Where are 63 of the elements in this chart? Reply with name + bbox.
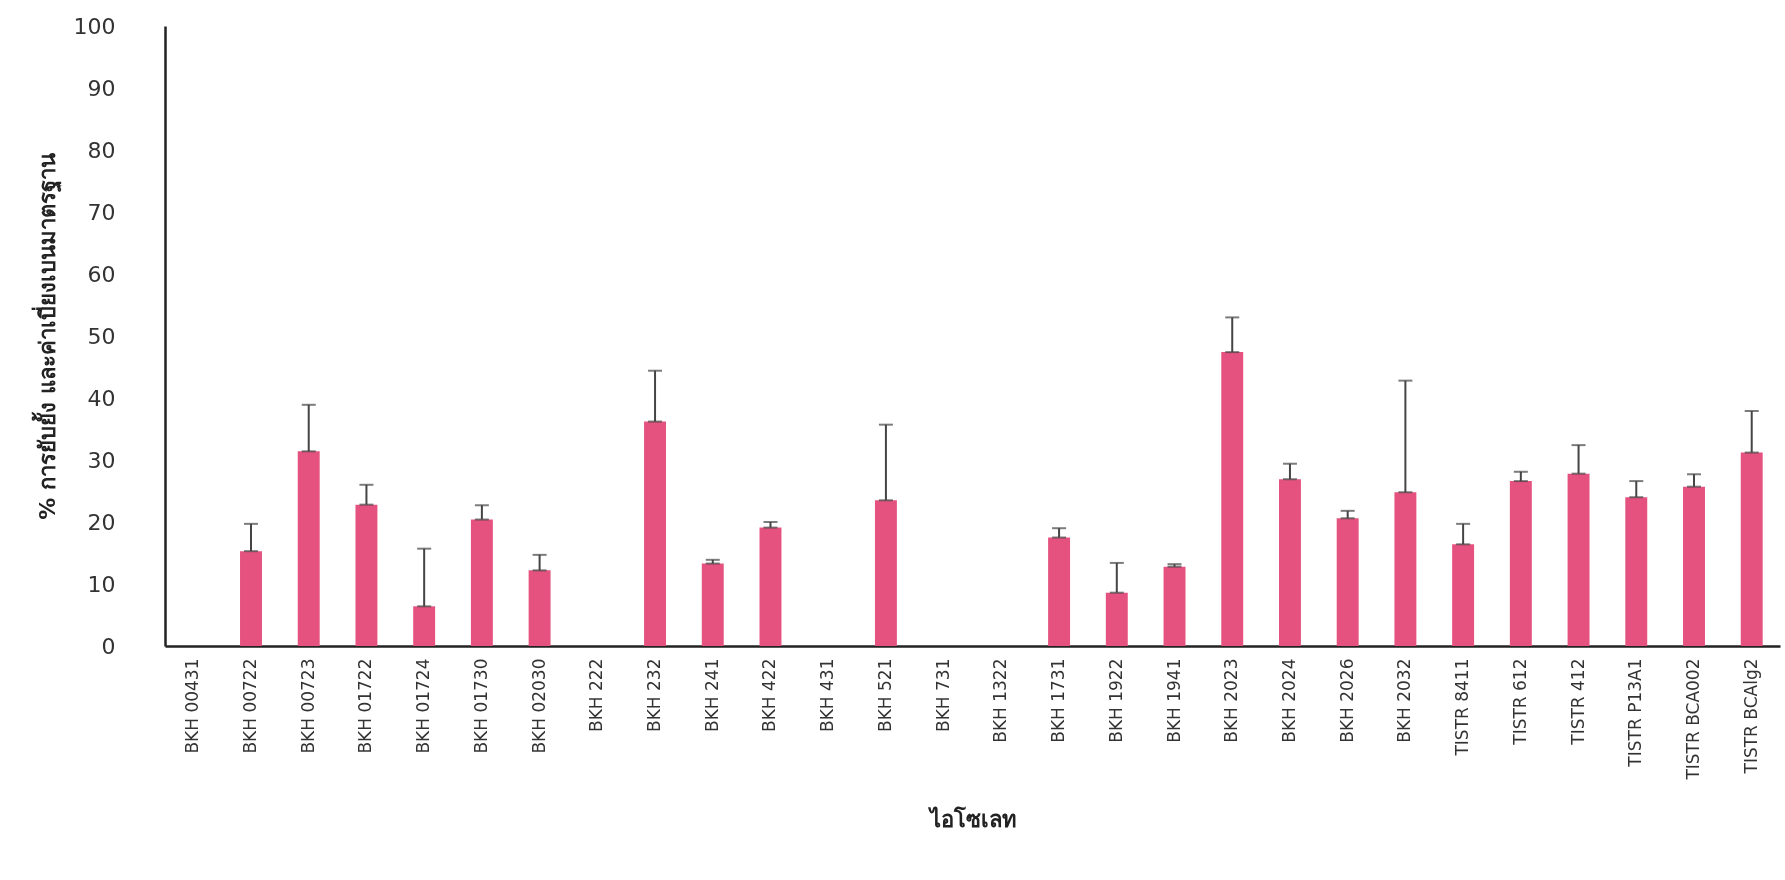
y-tick-label: 60 [87, 261, 116, 287]
x-tick-label: BKH 422 [759, 658, 780, 732]
y-tick-label: 30 [87, 447, 116, 473]
x-tick-label: TISTR BCA002 [1683, 658, 1703, 781]
x-tick-label: TISTR 412 [1567, 658, 1588, 746]
x-tick-label: BKH 2032 [1394, 658, 1415, 743]
x-tick-label: BKH 1322 [990, 658, 1011, 743]
x-tick-label: BKH 222 [586, 658, 607, 732]
x-tick-label: BKH 232 [644, 658, 665, 732]
bar [240, 551, 262, 646]
x-axis-title: ไอโซเลท [927, 805, 1017, 832]
bar [1336, 518, 1359, 646]
y-tick-label: 40 [87, 385, 116, 411]
bar [1048, 537, 1071, 646]
bar [1278, 479, 1301, 646]
y-tick-label: 70 [87, 199, 116, 225]
bar [1105, 592, 1128, 646]
x-tick-label: BKH 241 [701, 658, 722, 732]
x-tick-label: TISTR BCAlg2 [1740, 658, 1761, 775]
bar [1625, 497, 1648, 646]
bar [1452, 544, 1475, 646]
bar [759, 527, 782, 646]
bar [1163, 566, 1186, 646]
x-tick-label: BKH 00431 [182, 658, 203, 754]
bar [1221, 352, 1244, 646]
x-tick-label: TISTR 612 [1509, 658, 1530, 746]
bar [528, 570, 551, 646]
x-tick-label: BKH 2024 [1278, 658, 1299, 743]
bar [1567, 473, 1590, 646]
bar [355, 504, 378, 646]
x-tick-label: BKH 731 [932, 658, 953, 732]
bar [1509, 481, 1532, 646]
y-tick-label: 50 [87, 323, 116, 349]
bar [470, 519, 493, 646]
x-tick-label: BKH 2026 [1336, 658, 1357, 743]
y-tick-label: 20 [87, 509, 116, 535]
x-tick-label: TISTR P13A1 [1625, 658, 1646, 768]
y-tick-label: 0 [101, 633, 116, 659]
x-tick-label: BKH 01730 [470, 658, 491, 754]
bar [874, 500, 897, 646]
x-tick-label: BKH 01722 [355, 658, 376, 754]
y-tick-label: 10 [87, 571, 116, 597]
x-tick-label: BKH 431 [817, 658, 838, 732]
x-tick-label: BKH 02030 [528, 658, 549, 754]
y-tick-label: 90 [87, 75, 116, 101]
bar [1394, 492, 1417, 646]
x-tick-label: BKH 521 [874, 658, 895, 732]
x-tick-label: BKH 1731 [1048, 658, 1069, 743]
bar [297, 451, 320, 646]
x-tick-label: BKH 1941 [1163, 658, 1184, 743]
bar [413, 606, 436, 646]
bar [1683, 486, 1705, 646]
x-tick-label: BKH 2023 [1221, 658, 1242, 743]
x-tick-label: BKH 00723 [297, 658, 318, 754]
x-tick-label: BKH 01724 [413, 658, 434, 754]
x-tick-label: BKH 00722 [240, 658, 260, 754]
bar [1740, 452, 1763, 646]
y-axis-title: % การยับยั้ง และค่าเบี่ยงเบนมาตรฐาน [30, 153, 62, 520]
y-tick-label: 100 [73, 13, 116, 39]
x-tick-label: TISTR 8411 [1452, 658, 1473, 757]
y-tick-label: 80 [87, 137, 116, 163]
x-tick-label: BKH 1922 [1105, 658, 1126, 743]
bar [644, 421, 667, 646]
